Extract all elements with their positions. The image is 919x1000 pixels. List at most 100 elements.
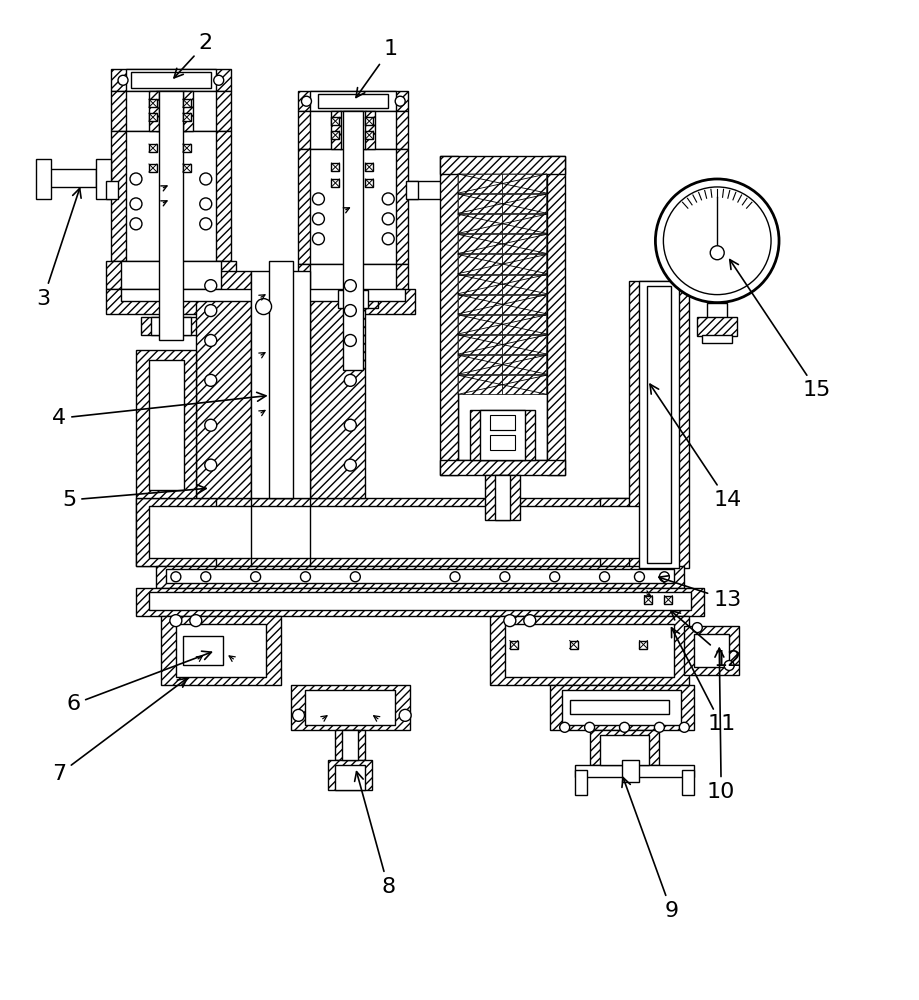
Bar (111, 91, 231, 131)
Bar (121, 289, 405, 301)
Circle shape (584, 722, 595, 732)
Bar (458, 335, 502, 354)
Circle shape (500, 572, 510, 582)
Bar (311, 264, 396, 290)
Bar (510, 641, 517, 649)
Circle shape (345, 374, 357, 386)
Text: 14: 14 (650, 384, 742, 510)
Text: 3: 3 (36, 188, 81, 309)
Bar (458, 234, 502, 253)
Bar (590, 730, 660, 765)
Circle shape (692, 623, 702, 633)
Bar (151, 317, 191, 335)
Bar (640, 641, 647, 649)
Bar (136, 350, 196, 498)
Bar (183, 144, 191, 152)
Bar (440, 460, 564, 475)
Circle shape (205, 374, 217, 386)
Text: 5: 5 (62, 485, 206, 510)
Bar (332, 117, 339, 125)
Text: 6: 6 (66, 651, 211, 714)
Bar (149, 144, 157, 152)
Circle shape (171, 572, 181, 582)
Bar (458, 275, 547, 294)
Circle shape (205, 335, 217, 346)
Circle shape (345, 280, 357, 292)
Circle shape (724, 661, 734, 670)
Bar (311, 91, 396, 111)
Bar (343, 730, 358, 760)
Bar (149, 99, 157, 107)
Bar (599, 498, 679, 566)
Bar (708, 303, 727, 318)
Bar (440, 156, 458, 475)
Bar (299, 111, 408, 149)
Bar (640, 281, 679, 568)
Bar (440, 156, 564, 174)
Bar (311, 111, 396, 149)
Bar (644, 596, 652, 604)
Bar (141, 317, 200, 335)
Circle shape (345, 459, 357, 471)
Circle shape (312, 233, 324, 245)
Bar (149, 91, 159, 131)
Circle shape (382, 213, 394, 225)
Bar (502, 315, 546, 334)
Bar (502, 275, 546, 294)
Bar (365, 111, 375, 149)
Circle shape (214, 75, 223, 85)
Text: 13: 13 (659, 576, 742, 610)
Bar (574, 765, 694, 777)
Bar (338, 290, 369, 308)
Circle shape (301, 96, 312, 106)
Circle shape (345, 335, 357, 346)
Bar (126, 91, 216, 131)
Bar (328, 290, 379, 308)
Bar (36, 159, 51, 199)
Circle shape (312, 193, 324, 205)
Bar (365, 117, 373, 125)
Bar (698, 317, 737, 336)
Bar (106, 181, 118, 199)
Bar (136, 498, 679, 566)
Bar (299, 264, 408, 290)
Bar (630, 281, 689, 568)
Bar (502, 375, 546, 394)
Bar (332, 131, 339, 139)
Bar (340, 111, 367, 149)
Bar (570, 641, 578, 649)
Bar (149, 113, 157, 121)
Circle shape (619, 722, 630, 732)
Bar (299, 149, 408, 264)
Bar (149, 164, 157, 172)
Bar (458, 295, 547, 314)
Text: 9: 9 (622, 778, 678, 921)
Circle shape (524, 615, 536, 627)
Bar (111, 69, 231, 91)
Bar (458, 174, 502, 193)
Bar (156, 566, 685, 588)
Bar (156, 91, 186, 131)
Text: 7: 7 (52, 678, 187, 784)
Bar (268, 261, 292, 498)
Bar (647, 286, 672, 563)
Bar (458, 254, 547, 274)
Bar (335, 730, 365, 760)
Bar (505, 624, 675, 677)
Text: 8: 8 (355, 772, 395, 897)
Bar (106, 289, 415, 314)
Bar (196, 271, 251, 498)
Bar (183, 91, 193, 131)
Bar (161, 616, 280, 685)
Circle shape (200, 572, 210, 582)
Circle shape (345, 419, 357, 431)
Circle shape (654, 722, 664, 732)
Bar (502, 295, 546, 314)
Bar (458, 315, 502, 334)
Bar (126, 131, 216, 261)
Bar (694, 634, 729, 667)
Bar (458, 335, 547, 354)
Bar (183, 99, 191, 107)
Bar (332, 111, 341, 149)
Circle shape (205, 280, 217, 292)
